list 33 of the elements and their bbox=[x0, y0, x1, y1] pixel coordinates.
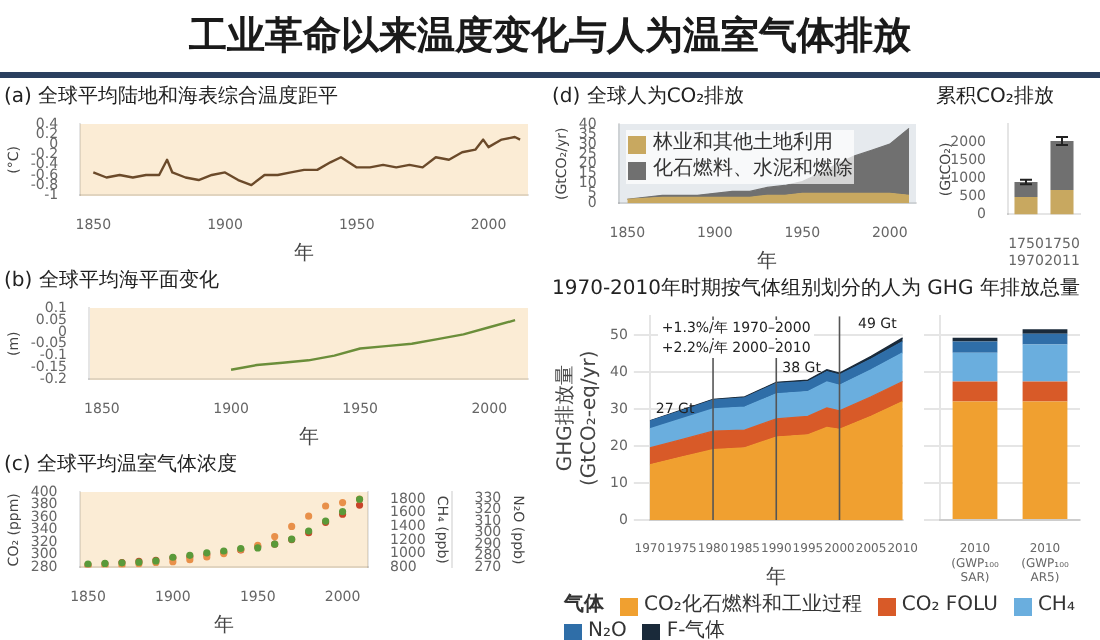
x-axis-title: 年 bbox=[294, 241, 315, 266]
legend-label: 化石燃料、水泥和燃除 bbox=[650, 158, 853, 183]
bar bbox=[1022, 333, 1068, 345]
bar bbox=[1022, 381, 1068, 402]
legend-label: CH₄ bbox=[1035, 594, 1075, 618]
x-axis-title: 年 bbox=[766, 565, 787, 590]
chart-title: (a) 全球平均陆地和海表综合温度距平 bbox=[4, 84, 341, 110]
bar bbox=[952, 352, 998, 382]
bar bbox=[1014, 182, 1038, 198]
bar bbox=[1022, 401, 1068, 519]
legend-label: 林业和其他土地利用 bbox=[650, 132, 835, 157]
bar bbox=[952, 381, 998, 402]
legend-label: N₂O bbox=[586, 620, 627, 640]
chart-title: (d) 全球人为CO₂排放 bbox=[552, 84, 747, 110]
bar bbox=[1014, 197, 1038, 215]
chart-title: 累积CO₂排放 bbox=[936, 84, 1056, 110]
x-axis-title: 年 bbox=[213, 613, 234, 638]
bar bbox=[1050, 189, 1074, 215]
legend-label: CO₂化石燃料和工业过程 bbox=[642, 594, 862, 618]
legend-label: F-气体 bbox=[664, 620, 726, 640]
x-axis-title: 年 bbox=[757, 249, 778, 274]
bar bbox=[1022, 344, 1068, 382]
legend-label: CO₂ FOLU bbox=[899, 594, 998, 618]
bar bbox=[952, 401, 998, 519]
legend-title: 气体 bbox=[564, 594, 604, 618]
chart-title: (c) 全球平均温室气体浓度 bbox=[4, 452, 239, 478]
y-axis-title: GHG排放量 (GtCO₂-eq/yr) bbox=[553, 350, 602, 487]
bar bbox=[1050, 140, 1074, 190]
text: 工业革命以来温度变化与人为温室气体排放 bbox=[189, 12, 911, 62]
chart-title: 1970-2010年时期按气体组别划分的人为 GHG 年排放总量 bbox=[552, 276, 1080, 302]
chart-title: (b) 全球平均海平面变化 bbox=[4, 268, 221, 294]
bar bbox=[952, 341, 998, 353]
x-axis-title: 年 bbox=[298, 425, 319, 450]
